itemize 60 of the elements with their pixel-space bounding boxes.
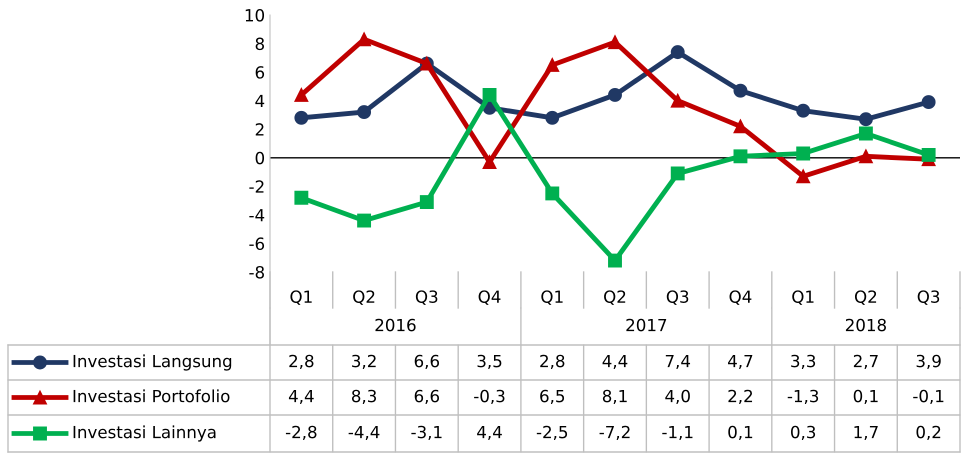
data-label: 8,3 bbox=[352, 390, 376, 404]
data-label: 1,7 bbox=[854, 426, 878, 440]
x-tick-label: Q1 bbox=[541, 290, 563, 305]
data-label: -3,1 bbox=[411, 426, 442, 440]
data-label: 8,1 bbox=[602, 390, 627, 404]
legend-label: Investasi Lainnya bbox=[74, 425, 216, 442]
y-tick-label: 2 bbox=[256, 123, 264, 136]
text: 2016 bbox=[375, 318, 416, 332]
y-tick-label: 4 bbox=[255, 94, 264, 107]
text: 2018 bbox=[846, 318, 886, 332]
data-label: -4,4 bbox=[348, 426, 380, 440]
data-label: 6,6 bbox=[414, 354, 440, 370]
data-label: 0,1 bbox=[728, 426, 752, 440]
data-label: 2,8 bbox=[540, 354, 564, 370]
data-label: -0,3 bbox=[474, 390, 504, 404]
data-label: 3,2 bbox=[352, 354, 376, 370]
y-tick-label: 6 bbox=[256, 66, 264, 79]
x-tick-label: Q2 bbox=[604, 290, 626, 305]
x-tick-label: Q3 bbox=[666, 290, 688, 305]
data-label: -2,5 bbox=[536, 426, 568, 440]
data-label: -2,8 bbox=[286, 426, 316, 440]
x-tick-label: Q1 bbox=[792, 290, 814, 305]
x-tick-label: Q2 bbox=[353, 290, 374, 305]
data-label: 2,7 bbox=[854, 354, 878, 370]
data-label: 4,7 bbox=[728, 354, 752, 370]
y-tick-label: 0 bbox=[256, 152, 264, 164]
data-label: 4,0 bbox=[665, 390, 690, 404]
data-label: 0,2 bbox=[916, 426, 940, 440]
x-tick-label: Q4 bbox=[478, 290, 500, 305]
y-tick-label: -8 bbox=[249, 266, 264, 279]
data-label: 0,1 bbox=[854, 390, 878, 404]
data-label: 6,6 bbox=[414, 390, 440, 404]
y-tick-label: 10 bbox=[246, 8, 264, 22]
x-tick-label: Q4 bbox=[730, 290, 752, 305]
x-tick-label: Q2 bbox=[854, 290, 876, 305]
data-label: -7,2 bbox=[600, 426, 630, 440]
y-tick-label: -6 bbox=[249, 237, 264, 250]
legend-label: Investasi Langsung bbox=[74, 354, 232, 371]
data-label: 2,8 bbox=[289, 354, 314, 370]
data-label: 4,4 bbox=[477, 426, 502, 440]
y-tick-label: -4 bbox=[249, 209, 264, 222]
data-label: -0,1 bbox=[913, 390, 944, 404]
x-tick-label: Q3 bbox=[918, 290, 940, 305]
x-tick-label: Q3 bbox=[416, 290, 438, 305]
text: 2017 bbox=[626, 318, 666, 332]
data-label: 6,5 bbox=[540, 390, 564, 404]
data-label: 7,4 bbox=[666, 354, 690, 370]
data-label: 3,5 bbox=[478, 354, 502, 370]
x-tick-label: Q1 bbox=[290, 290, 312, 305]
data-label: -1,3 bbox=[788, 390, 818, 404]
data-label: 4,4 bbox=[288, 390, 314, 404]
legend-label: Investasi Portofolio bbox=[74, 389, 230, 402]
data-label: 2,2 bbox=[728, 390, 752, 404]
data-label: -1,1 bbox=[662, 426, 692, 440]
y-tick-label: 8 bbox=[256, 38, 264, 50]
y-tick-label: -2 bbox=[249, 180, 264, 193]
data-label: 3,3 bbox=[791, 354, 816, 370]
data-label: 0,3 bbox=[791, 426, 816, 440]
data-label: 4,4 bbox=[602, 354, 628, 370]
data-label: 3,9 bbox=[916, 354, 941, 370]
